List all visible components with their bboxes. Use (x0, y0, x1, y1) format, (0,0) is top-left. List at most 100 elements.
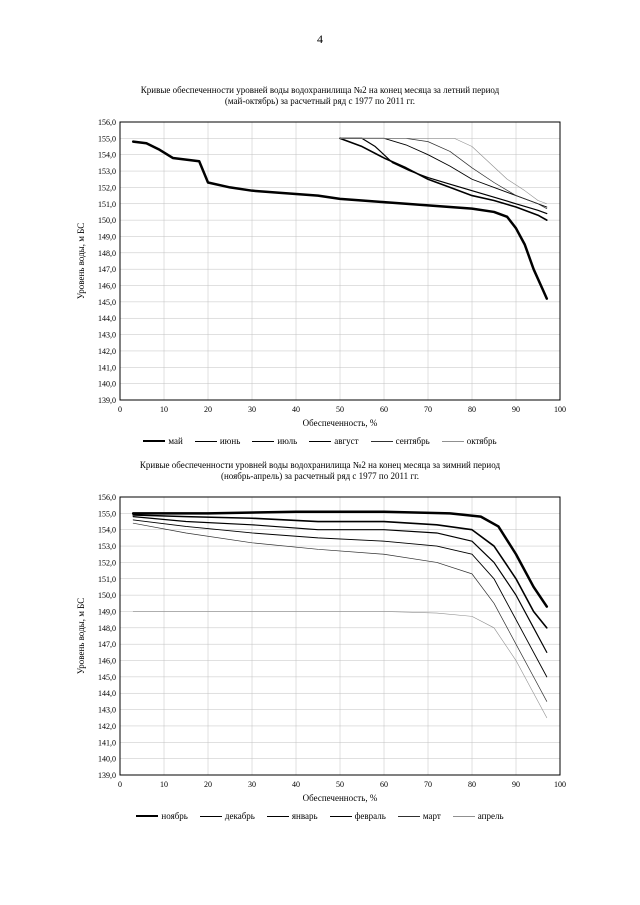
svg-text:Уровень воды, м БС: Уровень воды, м БС (76, 222, 86, 299)
svg-text:40: 40 (292, 780, 300, 789)
svg-text:144,0: 144,0 (98, 314, 116, 323)
svg-text:Уровень воды, м БС: Уровень воды, м БС (76, 597, 86, 674)
svg-text:152,0: 152,0 (98, 558, 116, 567)
legend-label: ноябрь (161, 811, 187, 821)
chart2-title-line1: Кривые обеспеченности уровней воды водох… (140, 460, 500, 470)
chart1-title: Кривые обеспеченности уровней воды водох… (70, 85, 570, 108)
svg-text:40: 40 (292, 405, 300, 414)
svg-text:60: 60 (380, 405, 388, 414)
svg-text:60: 60 (380, 780, 388, 789)
legend-line-icon (309, 441, 331, 442)
svg-text:0: 0 (118, 405, 122, 414)
svg-text:155,0: 155,0 (98, 134, 116, 143)
legend-item: декабрь (200, 811, 255, 821)
svg-text:139,0: 139,0 (98, 771, 116, 780)
svg-text:147,0: 147,0 (98, 265, 116, 274)
svg-text:100: 100 (554, 780, 566, 789)
svg-text:20: 20 (204, 405, 212, 414)
chart2-title: Кривые обеспеченности уровней воды водох… (70, 460, 570, 483)
svg-text:155,0: 155,0 (98, 509, 116, 518)
legend-label: январь (292, 811, 318, 821)
svg-text:80: 80 (468, 405, 476, 414)
svg-text:140,0: 140,0 (98, 379, 116, 388)
chart2-title-line2: (ноябрь-апрель) за расчетный ряд с 1977 … (221, 471, 419, 481)
legend-label: август (334, 436, 358, 446)
legend-item: февраль (330, 811, 386, 821)
svg-text:148,0: 148,0 (98, 248, 116, 257)
legend-line-icon (252, 441, 274, 442)
legend-item: апрель (453, 811, 504, 821)
legend-item: май (143, 436, 182, 446)
svg-text:148,0: 148,0 (98, 623, 116, 632)
legend-item: октябрь (442, 436, 497, 446)
legend-line-icon (195, 441, 217, 442)
chart2-legend: ноябрь декабрь январь февраль март апрель (70, 811, 570, 821)
legend-line-icon (371, 441, 393, 442)
svg-text:50: 50 (336, 405, 344, 414)
legend-item: март (398, 811, 441, 821)
legend-line-icon (200, 816, 222, 817)
svg-text:150,0: 150,0 (98, 216, 116, 225)
legend-item: июнь (195, 436, 240, 446)
legend-label: декабрь (225, 811, 255, 821)
svg-text:146,0: 146,0 (98, 281, 116, 290)
svg-text:154,0: 154,0 (98, 150, 116, 159)
page-number: 4 (0, 32, 640, 47)
svg-text:50: 50 (336, 780, 344, 789)
svg-text:139,0: 139,0 (98, 396, 116, 405)
svg-text:10: 10 (160, 405, 168, 414)
svg-text:90: 90 (512, 780, 520, 789)
svg-text:142,0: 142,0 (98, 346, 116, 355)
svg-text:156,0: 156,0 (98, 118, 116, 127)
svg-text:151,0: 151,0 (98, 574, 116, 583)
svg-text:151,0: 151,0 (98, 199, 116, 208)
svg-text:143,0: 143,0 (98, 330, 116, 339)
legend-label: февраль (355, 811, 386, 821)
svg-text:10: 10 (160, 780, 168, 789)
chart1-title-line2: (май-октябрь) за расчетный ряд с 1977 по… (225, 96, 415, 106)
svg-text:0: 0 (118, 780, 122, 789)
legend-label: сентябрь (396, 436, 430, 446)
chart1-title-line1: Кривые обеспеченности уровней воды водох… (141, 85, 499, 95)
chart1-svg: 139,0 140,0 141,0 142,0 143,0 144,0 145,0 146,0… (70, 112, 570, 432)
legend-line-icon (330, 816, 352, 817)
svg-text:145,0: 145,0 (98, 297, 116, 306)
legend-item: август (309, 436, 358, 446)
svg-text:145,0: 145,0 (98, 672, 116, 681)
chart-block-summer: Кривые обеспеченности уровней воды водох… (70, 85, 570, 446)
svg-text:80: 80 (468, 780, 476, 789)
legend-label: март (423, 811, 441, 821)
svg-text:20: 20 (204, 780, 212, 789)
legend-item: сентябрь (371, 436, 430, 446)
svg-text:153,0: 153,0 (98, 542, 116, 551)
svg-text:147,0: 147,0 (98, 640, 116, 649)
svg-text:156,0: 156,0 (98, 493, 116, 502)
legend-label: июль (277, 436, 297, 446)
svg-text:141,0: 141,0 (98, 363, 116, 372)
svg-text:152,0: 152,0 (98, 183, 116, 192)
legend-line-icon (143, 440, 165, 442)
chart2-svg: 139,0140,0141,0142,0143,0144,0145,0146,0… (70, 487, 570, 807)
svg-text:142,0: 142,0 (98, 721, 116, 730)
chart-block-winter: Кривые обеспеченности уровней воды водох… (70, 460, 570, 821)
svg-text:Обеспеченность, %: Обеспеченность, % (303, 418, 378, 428)
svg-text:141,0: 141,0 (98, 738, 116, 747)
svg-text:149,0: 149,0 (98, 232, 116, 241)
svg-text:150,0: 150,0 (98, 591, 116, 600)
svg-text:144,0: 144,0 (98, 689, 116, 698)
legend-label: апрель (478, 811, 504, 821)
legend-line-icon (453, 816, 475, 817)
legend-label: май (168, 436, 182, 446)
legend-item: ноябрь (136, 811, 187, 821)
legend-label: октябрь (467, 436, 497, 446)
svg-text:149,0: 149,0 (98, 607, 116, 616)
legend-line-icon (136, 815, 158, 817)
svg-text:Обеспеченность, %: Обеспеченность, % (303, 793, 378, 803)
svg-text:100: 100 (554, 405, 566, 414)
svg-text:153,0: 153,0 (98, 167, 116, 176)
svg-text:70: 70 (424, 405, 432, 414)
page: 4 Кривые обеспеченности уровней воды вод… (0, 0, 640, 905)
svg-text:143,0: 143,0 (98, 705, 116, 714)
chart1-legend: май июнь июль август сентябрь октябрь (70, 436, 570, 446)
legend-item: июль (252, 436, 297, 446)
